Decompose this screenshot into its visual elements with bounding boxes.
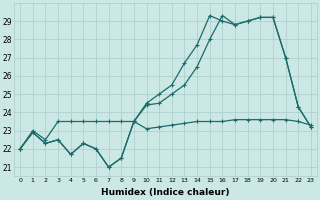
X-axis label: Humidex (Indice chaleur): Humidex (Indice chaleur) — [101, 188, 230, 197]
